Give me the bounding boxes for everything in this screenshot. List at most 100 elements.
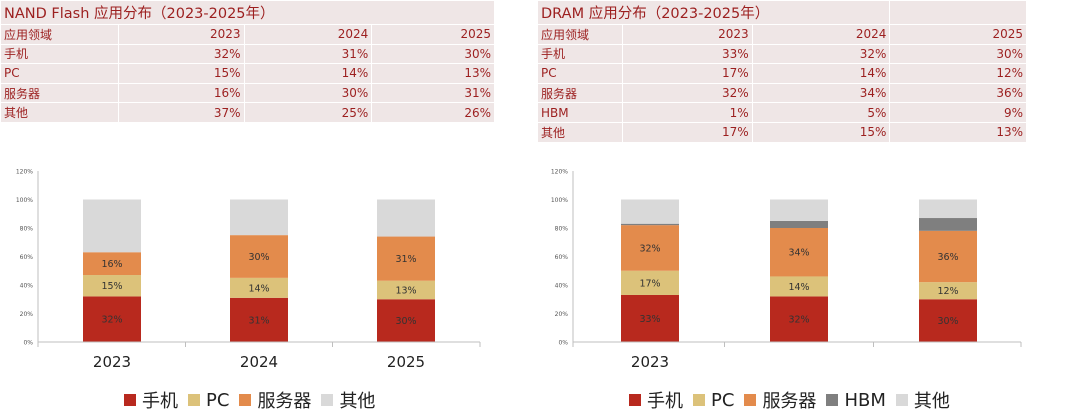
y-tick-label: 120%: [16, 169, 33, 176]
table-cell: 13%: [889, 121, 1027, 143]
bar-segment: [230, 297, 288, 342]
bar-segment: [919, 230, 977, 283]
table-cell: 16%: [117, 82, 245, 104]
table-cell: 32%: [621, 82, 753, 104]
legend-swatch: [895, 394, 908, 406]
bar-segment: [377, 199, 435, 237]
table-cell: 15%: [117, 63, 245, 84]
nand-legend: 手机 PC 服务器 其他: [124, 387, 385, 413]
bar-segment: [83, 199, 141, 253]
y-tick-label: 0%: [23, 340, 33, 347]
nand-stacked-bar-chart: 0% 20% 40% 60% 80% 100% 120% 32% 15% 16% 2023 31% 14…: [16, 169, 481, 371]
y-tick-label: 60%: [555, 254, 569, 261]
x-category-label: 2024: [240, 353, 278, 371]
table-row: PC 17% 14% 12%: [537, 63, 1027, 84]
table-row: PC 15% 14% 13%: [0, 63, 495, 84]
nand-panel: NAND Flash 应用分布（2023-2025年） 应用领域 2023 20…: [0, 0, 495, 123]
table-row: 服务器 32% 34% 36%: [537, 82, 1027, 104]
legend-label: 手机: [647, 391, 683, 412]
data-label: 34%: [788, 248, 809, 259]
legend-item: PC: [693, 390, 734, 411]
table-cell: 1%: [621, 102, 753, 123]
legend-swatch: [629, 394, 641, 406]
x-category-label: 2023: [93, 353, 131, 371]
legend-label: 服务器: [762, 391, 817, 412]
legend-item: 服务器: [239, 387, 311, 413]
legend-label: 其他: [913, 391, 950, 412]
legend-item: 手机: [124, 387, 178, 413]
data-label: 30%: [395, 316, 416, 327]
table-cell: 34%: [751, 82, 891, 104]
nand-table: NAND Flash 应用分布（2023-2025年） 应用领域 2023 20…: [0, 0, 495, 123]
data-label: 13%: [395, 285, 416, 296]
bar-segment: [770, 276, 828, 297]
bar-segment: [919, 199, 977, 219]
nand-table-title: NAND Flash 应用分布（2023-2025年）: [0, 0, 495, 25]
data-label: 31%: [395, 254, 416, 265]
y-tick-label: 0%: [558, 340, 568, 347]
header-cell: 2023: [621, 24, 753, 45]
bar-segment: [919, 218, 977, 231]
y-tick-label: 100%: [16, 197, 33, 204]
table-row: 手机 33% 32% 30%: [537, 43, 1027, 65]
table-row: 其他 37% 25% 26%: [0, 102, 495, 123]
nand-table-header: 应用领域 2023 2024 2025: [0, 24, 495, 45]
dram-table-header: 应用领域 2023 2024 2025: [537, 24, 1027, 45]
data-label: 32%: [639, 243, 660, 254]
header-cell: 2024: [751, 24, 891, 45]
y-tick-label: 100%: [551, 197, 568, 204]
x-category-label: 2025: [387, 353, 425, 371]
y-tick-label: 40%: [555, 283, 569, 290]
bar-segment: [621, 225, 679, 271]
legend-swatch: [693, 394, 705, 406]
data-label: 36%: [937, 252, 958, 263]
bar-segment: [770, 228, 828, 277]
data-label: 16%: [101, 259, 122, 270]
table-cell: 25%: [243, 102, 373, 123]
legend-label: PC: [711, 389, 735, 411]
data-label: 17%: [639, 278, 660, 289]
dram-stacked-bar-chart: 0% 20% 40% 60% 80% 100% 120% 33% 17% 32% 2023 32% 14…: [551, 169, 1022, 371]
legend-swatch: [124, 394, 136, 406]
bar-segment: [377, 299, 435, 342]
bar-segment: [230, 235, 288, 278]
table-cell: 31%: [243, 43, 373, 65]
table-cell: 14%: [243, 63, 373, 84]
header-cell: 应用领域: [537, 24, 623, 45]
data-label: 32%: [788, 315, 809, 326]
table-cell: 服务器: [0, 82, 119, 104]
title-blank-cell: [889, 0, 1027, 25]
legend-item: 手机: [629, 387, 683, 413]
header-cell: 应用领域: [0, 24, 119, 45]
table-cell: 36%: [889, 82, 1027, 104]
header-cell: 2025: [371, 24, 495, 45]
legend-label: 手机: [142, 391, 178, 412]
data-label: 14%: [788, 282, 809, 293]
table-cell: 其他: [0, 102, 119, 123]
data-label: 30%: [937, 316, 958, 327]
legend-label: PC: [206, 389, 230, 411]
table-cell: 9%: [889, 102, 1027, 123]
bar-segment: [770, 199, 828, 221]
table-row: 手机 32% 31% 30%: [0, 43, 495, 65]
legend-item: 其他: [895, 387, 950, 413]
legend-item: PC: [188, 390, 229, 411]
data-label: 31%: [248, 315, 269, 326]
bar-segment: [230, 199, 288, 236]
header-cell: 2025: [889, 24, 1027, 45]
bar-segment: [919, 299, 977, 342]
table-cell: PC: [537, 63, 623, 84]
bar-segment: [230, 277, 288, 298]
data-label: 32%: [101, 315, 122, 326]
table-row: 服务器 16% 30% 31%: [0, 82, 495, 104]
table-row: 其他 17% 15% 13%: [537, 121, 1027, 143]
y-tick-label: 60%: [20, 254, 34, 261]
bar-segment: [377, 236, 435, 281]
legend-item: HBM: [826, 390, 886, 411]
legend-swatch: [321, 394, 334, 406]
table-cell: 15%: [751, 121, 891, 143]
table-cell: 17%: [621, 121, 753, 143]
bar-segment: [83, 275, 141, 297]
table-cell: 30%: [371, 43, 495, 65]
legend-item: 其他: [321, 387, 375, 413]
